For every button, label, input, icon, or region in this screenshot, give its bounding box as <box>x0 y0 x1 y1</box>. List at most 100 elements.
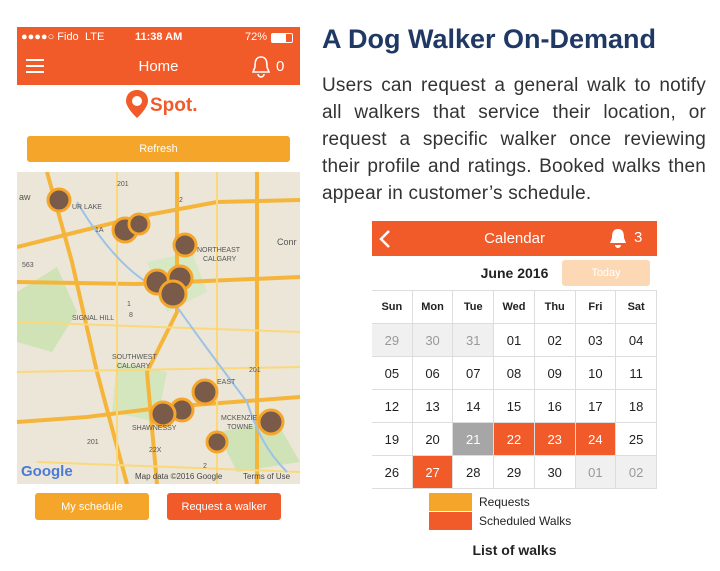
back-icon[interactable] <box>378 229 392 249</box>
day-cell[interactable]: 01 <box>575 456 617 489</box>
day-cell[interactable]: 14 <box>453 390 495 423</box>
day-cell[interactable]: 07 <box>453 357 495 390</box>
list-heading: List of walks <box>472 542 557 558</box>
nav-bar: Home 0 <box>17 48 300 85</box>
map-label: SIGNAL HILL <box>72 315 114 322</box>
calendar-header: Calendar 3 <box>372 221 657 256</box>
map-label: 2 <box>203 463 207 470</box>
map: aw UR LAKE 1A 201 2 563 NORTHEAST CALGAR… <box>17 172 300 484</box>
calendar-screen: Calendar 3 June 2016 Today Sun Mon Tue Wed T… <box>372 221 657 558</box>
legend-label: Requests <box>479 495 530 509</box>
battery-level: 72% <box>245 31 268 43</box>
weekday-label: Tue <box>453 291 495 324</box>
map-label: CALGARY <box>203 256 237 263</box>
map-label: TOWNE <box>227 424 253 431</box>
heading: A Dog Walker On-Demand <box>322 24 657 54</box>
day-cell[interactable]: 30 <box>534 456 576 489</box>
map-label: Conr <box>277 237 297 247</box>
day-cell[interactable]: 18 <box>616 390 657 423</box>
clock: 11:38 AM <box>135 31 183 43</box>
day-cell[interactable]: 30 <box>412 324 454 357</box>
map-label: aw <box>19 192 31 202</box>
day-cell[interactable]: 08 <box>494 357 535 390</box>
nav-title: Home <box>138 58 179 75</box>
phone-screen: ●●●●○ Fido LTE 11:38 AM 72% Home 0 Spot.… <box>17 27 300 528</box>
menu-icon[interactable] <box>26 58 46 74</box>
day-cell[interactable]: 24 <box>575 423 617 456</box>
status-bar: ●●●●○ Fido LTE 11:38 AM 72% <box>17 27 300 48</box>
network: LTE <box>85 31 105 43</box>
day-cell[interactable]: 22 <box>494 423 535 456</box>
bell-icon[interactable] <box>608 227 628 249</box>
day-cell[interactable]: 06 <box>412 357 454 390</box>
day-cell[interactable]: 11 <box>616 357 657 390</box>
map-label: 201 <box>249 367 261 374</box>
day-cell[interactable]: 27 <box>412 456 454 489</box>
map-label: 201 <box>87 439 99 446</box>
day-cell[interactable]: 16 <box>534 390 576 423</box>
day-cell[interactable]: 02 <box>616 456 657 489</box>
request-walker-button[interactable]: Request a walker <box>167 493 281 520</box>
map-label: 1 <box>127 301 131 308</box>
carrier: ●●●●○ Fido <box>21 31 79 43</box>
weekday-label: Sat <box>616 291 657 324</box>
day-cell[interactable]: 03 <box>575 324 617 357</box>
day-cell[interactable]: 21 <box>453 423 495 456</box>
weekday-label: Thu <box>534 291 576 324</box>
map-terms[interactable]: Terms of Use <box>243 472 291 481</box>
my-schedule-button[interactable]: My schedule <box>35 493 149 520</box>
map-label: EAST <box>217 379 236 386</box>
map-label: 563 <box>22 262 34 269</box>
day-cell[interactable]: 26 <box>372 456 413 489</box>
legend-label: Scheduled Walks <box>479 514 572 528</box>
day-cell[interactable]: 29 <box>372 324 413 357</box>
day-cell[interactable]: 25 <box>616 423 657 456</box>
weekday-label: Sun <box>372 291 413 324</box>
battery-icon <box>271 33 293 43</box>
calendar-title: Calendar <box>484 230 545 247</box>
day-cell[interactable]: 29 <box>494 456 535 489</box>
notification-count: 3 <box>634 229 643 246</box>
map-label: 22X <box>149 447 162 454</box>
day-cell[interactable]: 17 <box>575 390 617 423</box>
calendar-grid: Sun Mon Tue Wed Thu Fri Sat 29 30 31 01 02 03 04 05 06 0… <box>372 290 657 489</box>
map-label: MCKENZIE <box>221 415 258 422</box>
day-cell[interactable]: 31 <box>453 324 495 357</box>
notification-count: 0 <box>276 58 285 75</box>
map-label: 2 <box>179 197 183 204</box>
day-cell[interactable]: 28 <box>453 456 495 489</box>
legend: Requests Scheduled Walks <box>429 493 649 533</box>
map-label: 8 <box>129 312 133 319</box>
today-button[interactable]: Today <box>562 260 650 286</box>
logo-pin <box>126 90 148 118</box>
map-label: NORTHEAST <box>197 247 241 254</box>
map-attribution: Map data ©2016 Google <box>135 472 223 481</box>
day-cell[interactable]: 05 <box>372 357 413 390</box>
day-cell[interactable]: 02 <box>534 324 576 357</box>
map-label: 201 <box>117 181 129 188</box>
day-cell[interactable]: 04 <box>616 324 657 357</box>
day-cell[interactable]: 23 <box>534 423 576 456</box>
month-label: June 2016 <box>480 265 549 281</box>
bell-icon[interactable] <box>250 55 272 79</box>
map-label: SOUTHWEST <box>112 354 157 361</box>
day-cell[interactable]: 13 <box>412 390 454 423</box>
map-label: SHAWNESSY <box>132 425 177 432</box>
map-label: UR LAKE <box>72 204 102 211</box>
weekday-label: Mon <box>412 291 454 324</box>
day-cell[interactable]: 10 <box>575 357 617 390</box>
weekday-label: Wed <box>494 291 535 324</box>
logo-text: Spot. <box>150 95 198 116</box>
legend-swatch <box>429 493 472 511</box>
day-cell[interactable]: 19 <box>372 423 413 456</box>
weekday-label: Fri <box>575 291 617 324</box>
day-cell[interactable]: 12 <box>372 390 413 423</box>
legend-swatch <box>429 512 472 530</box>
day-cell[interactable]: 09 <box>534 357 576 390</box>
google-logo: Google <box>21 463 73 480</box>
refresh-button[interactable]: Refresh <box>27 136 290 162</box>
day-cell[interactable]: 20 <box>412 423 454 456</box>
day-cell[interactable]: 01 <box>494 324 535 357</box>
day-cell[interactable]: 15 <box>494 390 535 423</box>
